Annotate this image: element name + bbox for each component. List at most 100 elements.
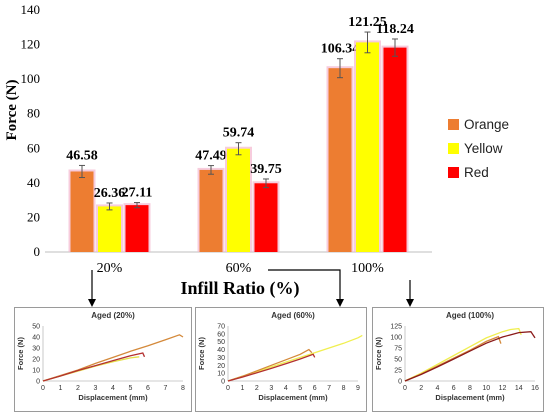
inset-y-tick: 75 [394, 346, 402, 353]
y-tick-label: 120 [21, 37, 41, 52]
inset-y-tick: 30 [32, 346, 40, 353]
inset-y-tick: 10 [217, 371, 225, 378]
inset-title: Aged (20%) [91, 311, 135, 320]
data-label: 121.25 [348, 15, 387, 30]
y-tick-label: 80 [27, 106, 40, 121]
data-label: 47.49 [195, 149, 227, 164]
category-arrows [91, 269, 411, 300]
inset-y-tick: 40 [217, 347, 225, 354]
inset-x-tick: 4 [111, 385, 115, 392]
data-label: 46.58 [66, 148, 98, 163]
data-label: 59.74 [223, 126, 255, 141]
inset-series-line [404, 331, 536, 382]
inset-x-tick: 7 [327, 385, 331, 392]
inset-aged-60: Aged (60%) 0 10 20 30 40 50 60 70 0 1 2 3 4 5 6 7 8 9 Displ… [195, 307, 367, 412]
data-label: 27.11 [122, 186, 153, 201]
inset-y-tick: 25 [394, 368, 402, 375]
y-axis-label: Force (N) [4, 80, 20, 141]
inset-y-tick: 50 [394, 357, 402, 364]
bar-yellow-60 [227, 148, 250, 252]
legend-swatch-red [448, 167, 459, 178]
inset-y-tick: 0 [221, 379, 225, 386]
inset-y-tick: 50 [217, 339, 225, 346]
y-tick-label: 40 [27, 175, 40, 190]
inset-x-tick: 12 [499, 385, 507, 392]
inset-x-tick: 5 [129, 385, 133, 392]
inset-y-tick: 60 [217, 331, 225, 338]
legend-label-yellow: Yellow [464, 141, 503, 156]
inset-x-tick: 1 [240, 385, 244, 392]
inset-x-tick: 8 [181, 385, 185, 392]
legend-label-orange: Orange [464, 117, 509, 132]
inset-series-line [227, 353, 316, 382]
y-tick-label: 60 [27, 140, 40, 155]
arrowhead-20 [88, 299, 96, 307]
legend-swatch-yellow [448, 143, 459, 154]
bar-orange-60 [199, 169, 223, 252]
legend: Orange Yellow Red [448, 117, 509, 180]
x-axis: 20% 60% 100% [97, 261, 385, 276]
inset-x-tick: 16 [531, 385, 539, 392]
inset-x-tick: 6 [452, 385, 456, 392]
inset-x-tick: 8 [342, 385, 346, 392]
inset-x-tick: 0 [226, 385, 230, 392]
inset-y-label: Force (N) [374, 337, 383, 370]
bar-red-100 [383, 47, 407, 253]
inset-x-tick: 2 [419, 385, 423, 392]
inset-series-line [42, 334, 184, 382]
inset-x-tick: 8 [468, 385, 472, 392]
arrowhead-60 [336, 299, 344, 307]
bar-orange-20 [70, 171, 94, 252]
inset-y-tick: 125 [390, 324, 402, 331]
x-tick-label: 20% [97, 261, 123, 276]
arrowhead-100 [406, 299, 414, 307]
inset-x-tick: 10 [482, 385, 490, 392]
inset-y-label: Force (N) [197, 337, 206, 370]
arrow-60 [268, 269, 341, 300]
legend-swatch-orange [448, 119, 459, 130]
inset-x-tick: 0 [41, 385, 45, 392]
y-tick-label: 100 [21, 71, 41, 86]
inset-series-line [227, 348, 313, 382]
data-label: 118.24 [376, 22, 414, 37]
data-label: 26.36 [94, 186, 126, 201]
x-tick-label: 100% [351, 261, 384, 276]
inset-series-line [404, 327, 522, 382]
inset-series-line [42, 352, 146, 382]
inset-y-tick: 100 [390, 335, 402, 342]
inset-x-tick: 0 [403, 385, 407, 392]
inset-x-tick: 3 [94, 385, 98, 392]
inset-y-tick: 10 [32, 368, 40, 375]
inset-x-tick: 2 [255, 385, 259, 392]
bar-red-20 [125, 205, 149, 252]
inset-title: Aged (100%) [446, 311, 494, 320]
inset-y-tick: 0 [36, 379, 40, 386]
arrow-heads [88, 299, 414, 307]
inset-x-tick: 5 [298, 385, 302, 392]
inset-title: Aged (60%) [271, 311, 315, 320]
inset-x-tick: 4 [436, 385, 440, 392]
inset-y-tick: 70 [217, 324, 225, 331]
y-axis-title: Force (N) [4, 80, 20, 141]
bar-red-60 [254, 183, 278, 252]
inset-x-tick: 6 [313, 385, 317, 392]
inset-x-label: Displacement (mm) [435, 393, 505, 402]
inset-x-label: Displacement (mm) [258, 393, 328, 402]
inset-x-tick: 4 [284, 385, 288, 392]
legend-label-red: Red [464, 165, 489, 180]
x-axis-label: Infill Ratio (%) [181, 278, 300, 299]
bar-orange-100 [328, 68, 352, 252]
inset-x-tick: 6 [146, 385, 150, 392]
x-tick-label: 60% [226, 261, 252, 276]
inset-y-tick: 0 [398, 379, 402, 386]
inset-aged-100: Aged (100%) 0 25 50 75 100 125 0 2 4 6 8 10 12 14 16 Dis… [372, 307, 544, 412]
y-tick-label: 140 [21, 2, 41, 17]
inset-x-tick: 1 [59, 385, 63, 392]
inset-x-tick: 9 [356, 385, 360, 392]
inset-x-tick: 3 [269, 385, 273, 392]
inset-y-label: Force (N) [16, 337, 25, 370]
inset-x-tick: 2 [76, 385, 80, 392]
bar-yellow-100 [356, 42, 379, 253]
